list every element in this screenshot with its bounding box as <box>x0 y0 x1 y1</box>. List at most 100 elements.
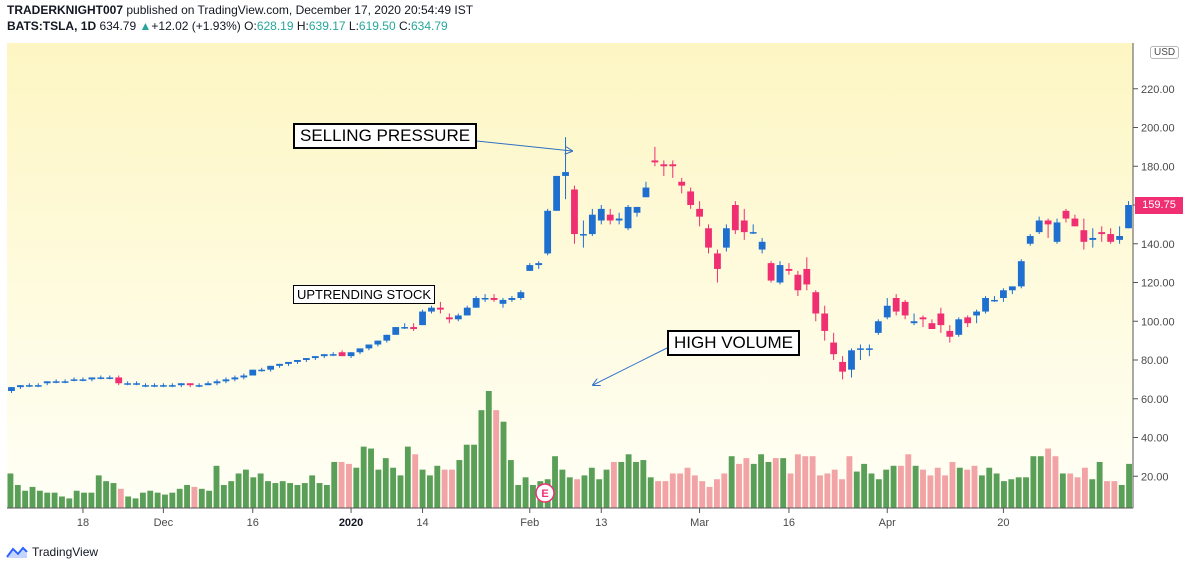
annotation-uptrending-stock[interactable]: UPTRENDING STOCK <box>293 285 436 304</box>
volume-bar <box>139 492 146 508</box>
candle-body <box>964 317 972 324</box>
candle-body <box>508 298 516 300</box>
volume-bar <box>456 460 463 508</box>
candle-body <box>1080 230 1088 242</box>
volume-bar <box>117 488 124 508</box>
volume-bar <box>176 488 183 508</box>
symbol-label[interactable]: BATS:TSLA, 1D <box>7 19 97 33</box>
close-value: 634.79 <box>410 19 448 33</box>
candle-body <box>52 381 60 383</box>
volume-bar <box>530 484 536 508</box>
candle-body <box>445 317 453 320</box>
volume-bar <box>743 458 750 508</box>
time-tick-label: 2020 <box>339 517 363 529</box>
volume-bar <box>169 492 176 508</box>
author-name[interactable]: TRADERKNIGHT007 <box>7 3 124 17</box>
candle-body <box>776 265 784 283</box>
volume-bar <box>574 479 581 508</box>
time-tick-label: 20 <box>997 517 1009 529</box>
volume-bar <box>471 444 478 508</box>
candle-body <box>633 206 641 213</box>
volume-bar <box>507 460 514 508</box>
candle-body <box>571 189 578 235</box>
volume-bar <box>839 479 845 508</box>
candle-body <box>25 385 33 387</box>
volume-bar <box>890 465 897 508</box>
candle-body <box>276 363 283 366</box>
volume-bar <box>920 469 926 508</box>
volume-bar <box>7 473 14 508</box>
high-value: 639.17 <box>308 19 346 33</box>
volume-bar <box>875 479 882 508</box>
volume-bar <box>714 479 720 508</box>
volume-bar <box>1111 481 1118 508</box>
volume-bar <box>861 463 868 508</box>
volume-bar <box>1126 463 1132 508</box>
candle-body <box>982 298 989 312</box>
candle-body <box>79 379 87 381</box>
volume-bar <box>846 456 853 508</box>
price-axis[interactable] <box>1134 43 1200 508</box>
volume-bar <box>73 490 80 508</box>
candle-body <box>294 360 301 362</box>
annotation-selling-pressure[interactable]: SELLING PRESSURE <box>293 123 478 149</box>
volume-bar <box>566 477 573 508</box>
tradingview-brand[interactable]: TradingView <box>32 545 99 559</box>
volume-bar <box>824 473 831 508</box>
candle-body <box>168 385 176 387</box>
volume-bar <box>390 467 397 508</box>
candle-body <box>70 379 78 381</box>
volume-bar <box>993 473 1000 508</box>
volume-bar <box>1030 456 1037 508</box>
volume-bar <box>515 484 522 508</box>
candle-body <box>61 381 69 383</box>
candle-body <box>714 253 721 269</box>
change-arrow-icon: ▲ <box>139 19 152 33</box>
volume-bar <box>22 490 29 508</box>
price-tick-label: 200.00 <box>1141 123 1175 135</box>
volume-bar <box>1074 477 1081 508</box>
volume-bar <box>552 456 558 508</box>
volume-bar <box>1008 479 1015 508</box>
volume-bar <box>1059 473 1066 508</box>
volume-bar <box>853 471 860 508</box>
volume-bar <box>257 473 264 508</box>
selling-pressure-arrow <box>466 139 572 151</box>
candle-body <box>43 381 51 384</box>
volume-bar <box>162 494 168 508</box>
volume-bar <box>559 469 566 508</box>
tradingview-logo-icon <box>6 546 28 558</box>
time-tick-label: Mar <box>690 517 709 529</box>
currency-badge[interactable]: USD <box>1150 46 1180 59</box>
candle-body <box>1000 290 1007 298</box>
volume-bar <box>338 461 345 508</box>
candle-body <box>285 361 292 364</box>
candle-body <box>1026 236 1034 244</box>
candle-body <box>88 377 96 380</box>
candle-body <box>240 375 248 378</box>
candle-body <box>1107 234 1115 242</box>
volume-bar <box>1081 467 1088 508</box>
volume-bar <box>610 461 617 508</box>
annotation-high-volume[interactable]: HIGH VOLUME <box>667 330 801 356</box>
candle-body <box>821 313 829 331</box>
volume-bar <box>29 486 36 508</box>
volume-bar <box>809 456 816 508</box>
candle-body <box>794 274 802 291</box>
volume-bar <box>426 475 433 508</box>
candle-body <box>597 208 605 221</box>
time-tick-label: Apr <box>879 517 896 529</box>
earnings-marker-icon[interactable] <box>535 483 555 503</box>
price-tick-label: 180.00 <box>1141 161 1175 173</box>
last-price-tag: 159.75 <box>1135 197 1183 214</box>
volume-bar <box>36 490 43 508</box>
candle-body <box>991 299 998 302</box>
candle-body <box>186 383 194 386</box>
volume-bar <box>647 477 654 508</box>
time-tick-label: 13 <box>595 517 607 529</box>
volume-bar <box>728 456 735 508</box>
open-label: O: <box>244 19 257 33</box>
volume-bar <box>758 454 765 508</box>
volume-bar <box>588 467 595 508</box>
